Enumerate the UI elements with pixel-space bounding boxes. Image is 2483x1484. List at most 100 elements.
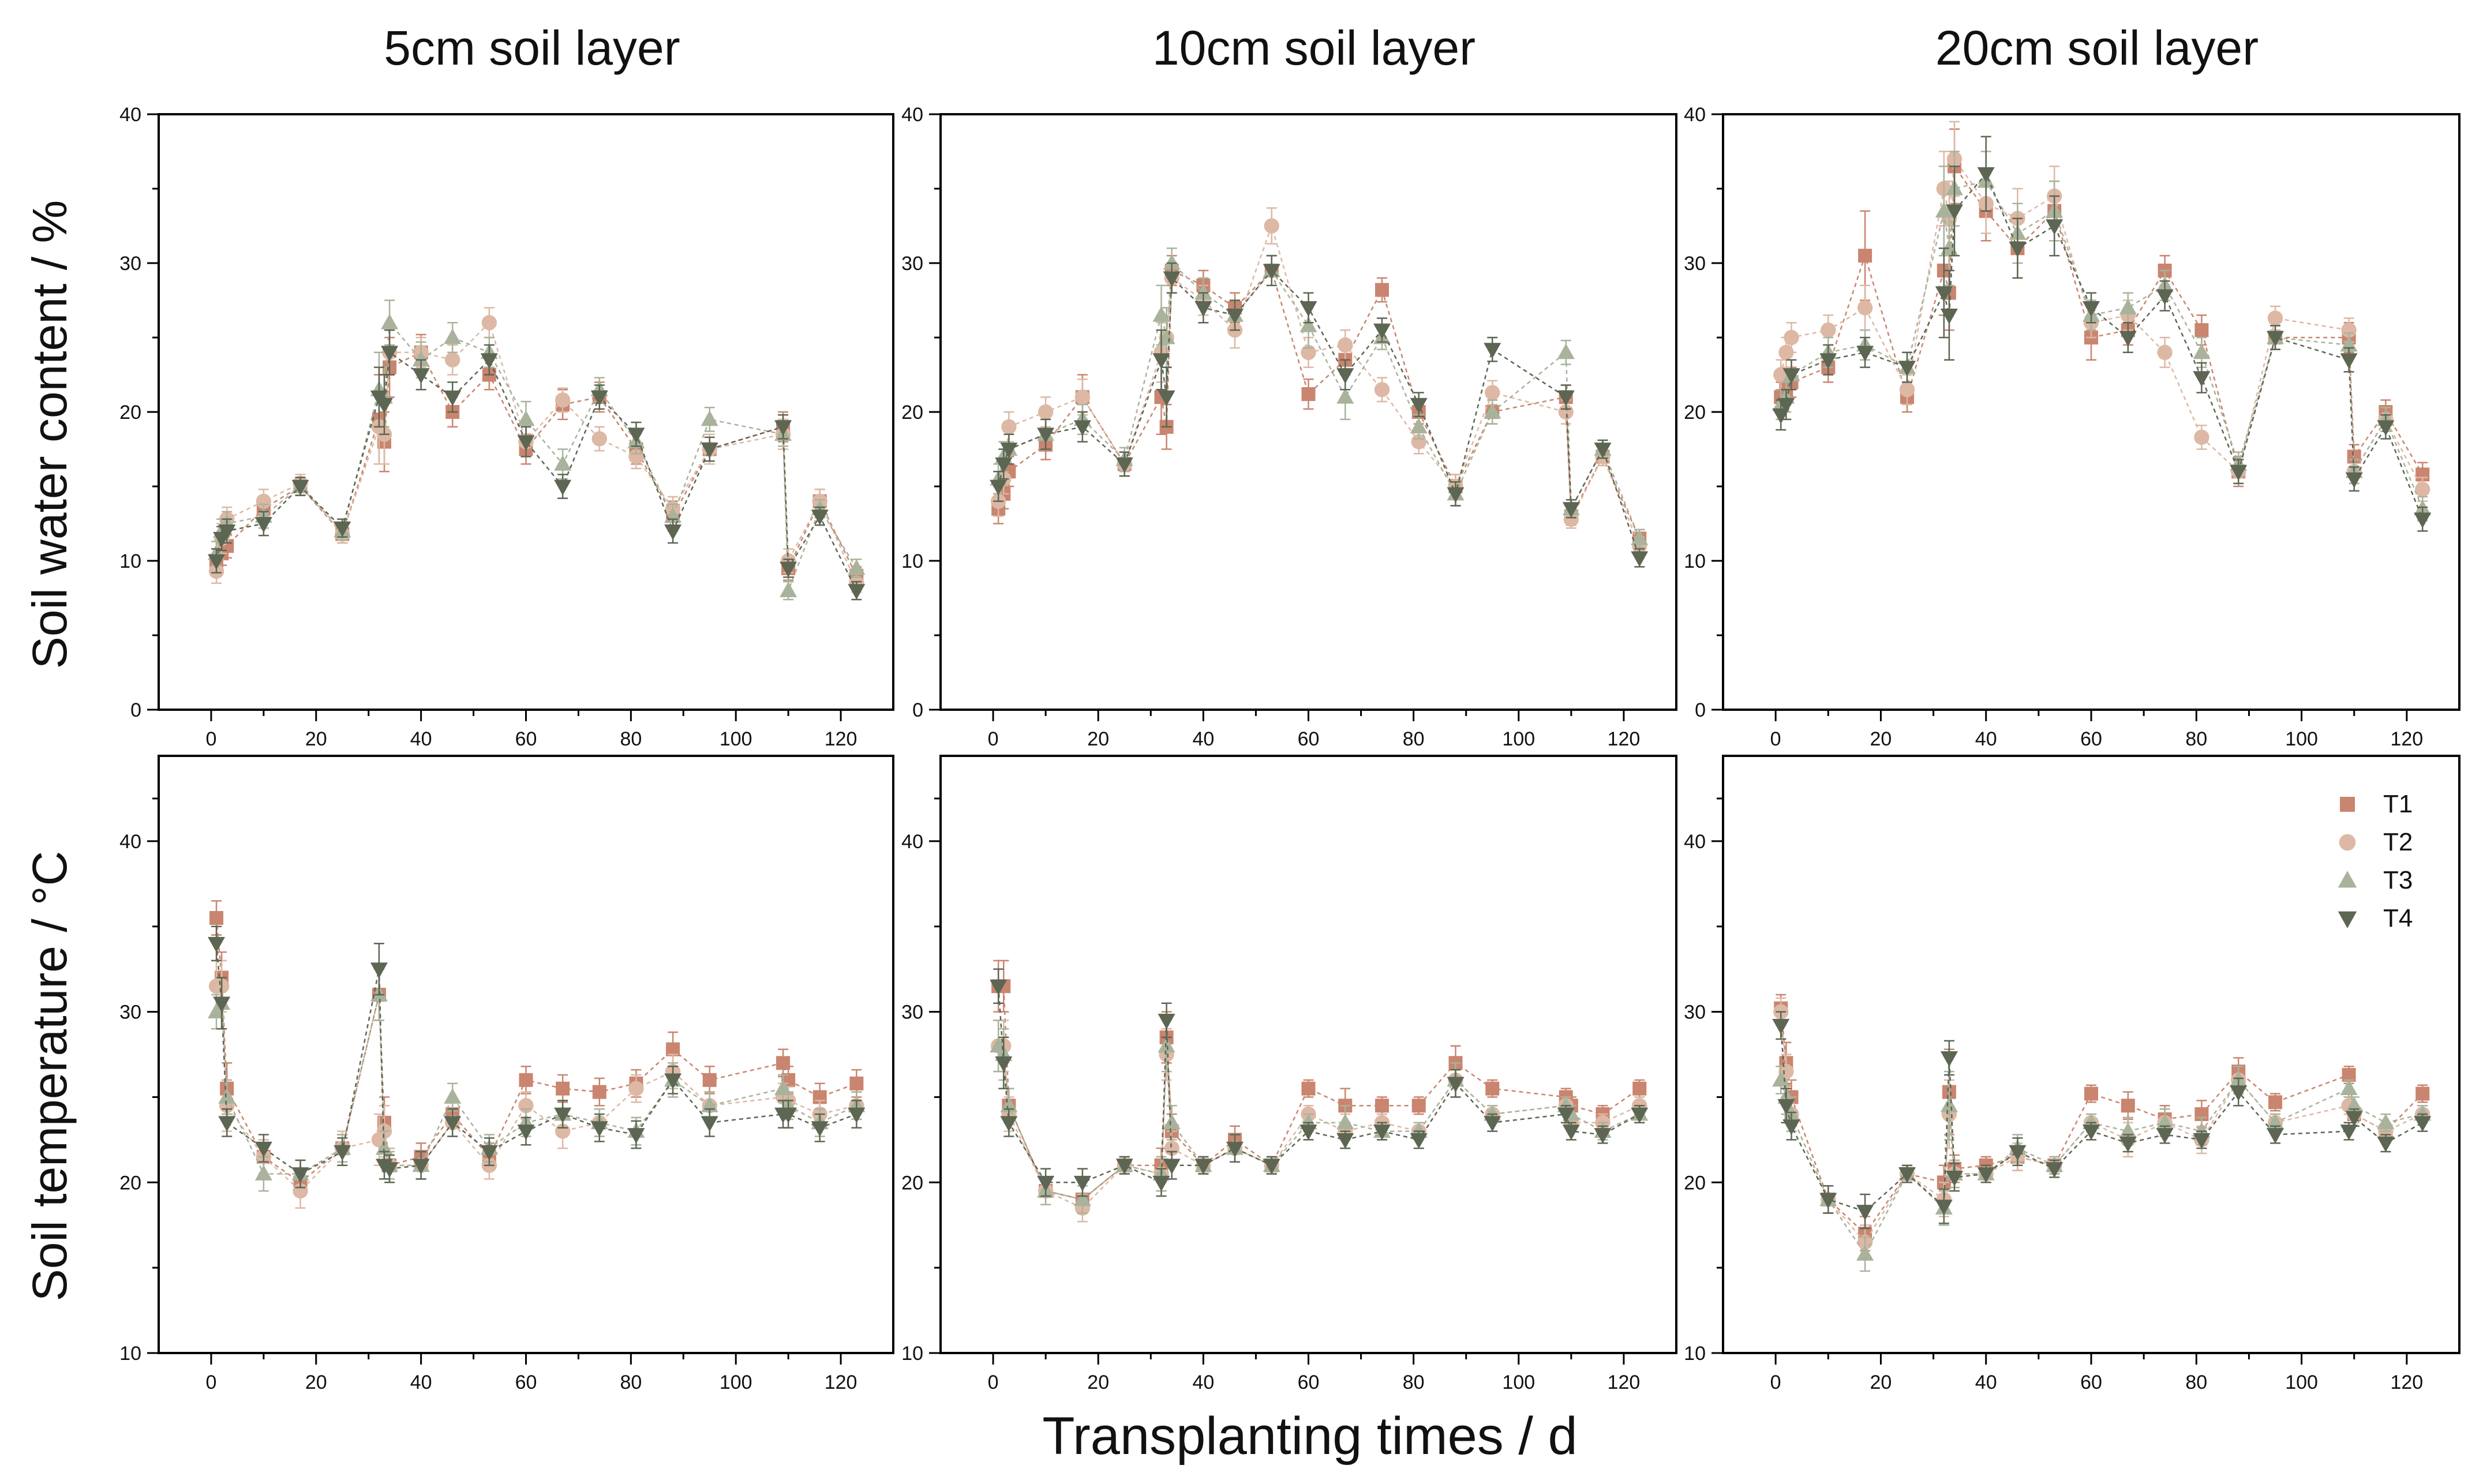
x-tick-label-water-10cm-60: 60 xyxy=(1298,728,1320,750)
y-tick-label-water-5cm-40: 40 xyxy=(119,104,141,126)
x-tick-label-temp-5cm-60: 60 xyxy=(515,1371,537,1393)
series-line-water-10cm-t2 xyxy=(997,223,1641,546)
y-tick-label-temp-20cm-40: 40 xyxy=(1684,831,1706,853)
y-tick-label-temp-10cm-10: 10 xyxy=(901,1343,923,1365)
chart-panel-water-10cm: 0 20 40 60 80 100 120 0 10 20 30 40 xyxy=(901,104,1677,750)
x-tick-label-temp-5cm-0: 0 xyxy=(205,1371,216,1393)
data-point-water-20cm-t2-15 xyxy=(2194,429,2209,445)
y-tick-label-water-10cm-10: 10 xyxy=(901,550,923,572)
data-point-temp-5cm-t4-20 xyxy=(811,1121,829,1137)
data-point-temp-10cm-t4-8 xyxy=(1163,1159,1181,1175)
data-point-water-10cm-t2-3 xyxy=(1038,404,1054,420)
data-point-temp-20cm-t3-20 xyxy=(2377,1114,2395,1130)
data-point-temp-20cm-t4-16 xyxy=(2230,1085,2248,1101)
data-point-water-5cm-t4-5 xyxy=(334,521,351,537)
data-point-temp-10cm-t4-20 xyxy=(1594,1128,1612,1144)
data-point-temp-5cm-t4-15 xyxy=(627,1128,645,1144)
data-point-water-10cm-t4-1 xyxy=(995,457,1013,473)
data-point-water-5cm-t2-10 xyxy=(445,352,460,368)
data-point-water-10cm-t4-12 xyxy=(1299,301,1317,317)
legend-label-t1: T1 xyxy=(2383,790,2413,818)
chart-panel-temp-5cm: 0 20 40 60 80 100 120 10 20 30 40 xyxy=(119,755,894,1393)
data-point-temp-5cm-t4-21 xyxy=(848,1107,866,1123)
data-point-temp-10cm-t3-4 xyxy=(1073,1190,1091,1206)
data-point-temp-20cm-t4-5 xyxy=(1898,1167,1916,1183)
data-point-water-20cm-t4-21 xyxy=(2414,512,2432,529)
data-point-water-20cm-t2-18 xyxy=(2341,322,2357,338)
data-point-water-20cm-t4-2 xyxy=(1782,368,1800,384)
data-point-temp-20cm-t4-17 xyxy=(2267,1128,2284,1144)
data-point-water-10cm-t4-13 xyxy=(1336,368,1354,384)
x-tick-label-temp-10cm-100: 100 xyxy=(1502,1371,1535,1393)
data-point-water-20cm-t4-12 xyxy=(2083,301,2100,317)
data-point-water-20cm-t4-16 xyxy=(2230,464,2248,481)
data-point-water-20cm-t4-15 xyxy=(2193,371,2211,387)
data-point-water-5cm-t3-9 xyxy=(412,351,430,367)
y-tick-label-water-20cm-30: 30 xyxy=(1684,253,1706,275)
data-point-temp-5cm-t2-15 xyxy=(628,1081,644,1096)
legend-marker-t4 xyxy=(2338,911,2357,928)
data-point-water-10cm-t4-15 xyxy=(1410,398,1428,414)
data-point-water-20cm-t4-1 xyxy=(1777,398,1795,414)
data-point-temp-5cm-t3-2 xyxy=(218,1088,236,1104)
data-point-temp-20cm-t1-17 xyxy=(2268,1095,2282,1110)
data-point-temp-5cm-t3-18 xyxy=(774,1080,792,1096)
y-tick-label-water-10cm-0: 0 xyxy=(912,699,923,721)
data-point-temp-5cm-t4-1 xyxy=(213,996,231,1013)
data-point-temp-20cm-t3-18 xyxy=(2340,1080,2358,1096)
x-tick-label-water-20cm-60: 60 xyxy=(2080,728,2102,750)
data-point-water-5cm-t3-17 xyxy=(701,410,718,426)
data-point-water-10cm-t3-7 xyxy=(1158,328,1175,344)
data-point-water-5cm-t2-15 xyxy=(628,449,644,464)
x-tick-label-water-5cm-40: 40 xyxy=(410,728,432,750)
series-line-temp-5cm-t1 xyxy=(215,917,857,1183)
data-point-temp-20cm-t4-2 xyxy=(1782,1119,1800,1136)
data-point-temp-20cm-t4-9 xyxy=(1977,1167,1995,1183)
data-point-temp-5cm-t4-17 xyxy=(701,1116,718,1132)
data-point-water-5cm-t4-20 xyxy=(811,509,829,526)
data-point-temp-5cm-t4-12 xyxy=(517,1125,535,1141)
column-title-5cm: 5cm soil layer xyxy=(384,21,680,75)
x-tick-label-water-20cm-120: 120 xyxy=(2390,728,2423,750)
y-tick-label-temp-10cm-30: 30 xyxy=(901,1002,923,1024)
data-point-temp-20cm-t4-6 xyxy=(1935,1200,1953,1216)
x-tick-label-water-20cm-100: 100 xyxy=(2285,728,2318,750)
x-tick-label-temp-20cm-100: 100 xyxy=(2285,1371,2318,1393)
data-point-water-5cm-t4-19 xyxy=(780,561,797,578)
data-point-water-10cm-t3-15 xyxy=(1410,418,1428,434)
series-line-temp-20cm-t2 xyxy=(1780,1011,2423,1243)
data-point-temp-20cm-t4-20 xyxy=(2377,1136,2395,1152)
data-point-water-20cm-t4-11 xyxy=(2046,219,2063,235)
data-point-temp-5cm-t4-11 xyxy=(480,1145,498,1161)
legend: T1 T2 T3 T4 xyxy=(2338,790,2413,932)
x-tick-label-water-10cm-40: 40 xyxy=(1192,728,1214,750)
data-point-temp-20cm-t3-19 xyxy=(2345,1096,2363,1112)
data-point-temp-20cm-t4-0 xyxy=(1772,1018,1790,1035)
y-tick-label-water-10cm-30: 30 xyxy=(901,253,923,275)
chart-panel-temp-20cm: 0 20 40 60 80 100 120 10 20 30 40 xyxy=(1684,755,2460,1393)
data-point-water-5cm-t2-13 xyxy=(555,392,571,408)
data-point-temp-10cm-t1-15 xyxy=(1411,1099,1426,1113)
legend-item-t3: T3 xyxy=(2383,866,2413,894)
data-point-temp-20cm-t4-14 xyxy=(2156,1128,2174,1144)
x-tick-label-temp-20cm-0: 0 xyxy=(1770,1371,1781,1393)
data-point-water-5cm-t4-17 xyxy=(701,443,718,459)
data-point-temp-20cm-t3-0 xyxy=(1772,1071,1790,1087)
x-tick-label-temp-20cm-80: 80 xyxy=(2185,1371,2207,1393)
series-line-temp-10cm-t4 xyxy=(997,986,1640,1184)
data-point-water-20cm-t3-7 xyxy=(1940,239,1958,255)
data-point-temp-20cm-t4-11 xyxy=(2046,1162,2063,1178)
series-line-water-5cm-t2 xyxy=(215,321,857,584)
data-point-temp-5cm-t1-17 xyxy=(702,1073,717,1087)
chart-panel-temp-10cm: 0 20 40 60 80 100 120 10 20 30 40 xyxy=(901,755,1677,1393)
x-tick-label-temp-10cm-20: 20 xyxy=(1087,1371,1109,1393)
data-point-temp-10cm-t4-21 xyxy=(1631,1107,1649,1123)
data-point-water-20cm-t2-17 xyxy=(2267,310,2283,326)
data-point-temp-10cm-t4-13 xyxy=(1336,1133,1354,1149)
data-point-water-5cm-t4-10 xyxy=(444,390,462,406)
data-point-water-10cm-t4-11 xyxy=(1263,264,1280,280)
data-point-temp-5cm-t1-13 xyxy=(556,1081,570,1096)
data-point-temp-10cm-t4-19 xyxy=(1562,1125,1580,1141)
data-point-water-20cm-t4-3 xyxy=(1819,353,1837,369)
series-line-water-5cm-t4 xyxy=(215,351,857,591)
